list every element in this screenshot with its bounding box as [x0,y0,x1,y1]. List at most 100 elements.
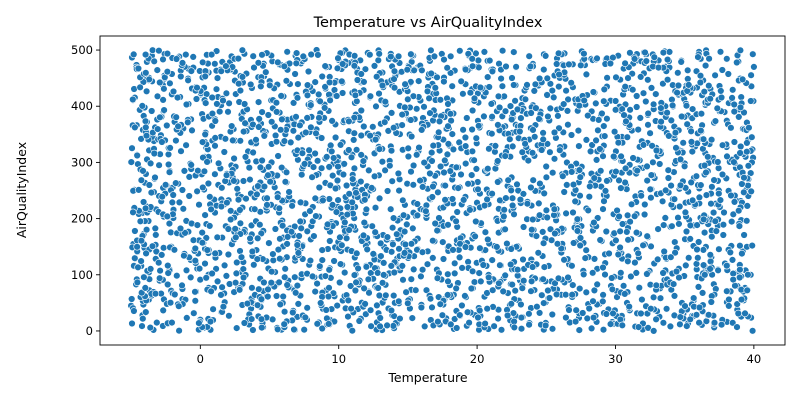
data-point [376,314,384,322]
data-point [517,114,525,122]
data-point [507,186,515,195]
data-point [255,123,263,131]
data-point [315,183,323,192]
data-point [670,195,679,203]
data-point [296,198,305,207]
data-point [736,103,745,112]
data-point [136,83,144,92]
data-point [202,99,210,107]
data-point [318,246,326,254]
data-point [130,307,138,315]
data-point [617,184,625,192]
data-point [617,269,625,277]
y-axis-ticks: 0 100 200 300 400 500 [71,43,100,338]
data-point [701,61,710,70]
data-point [322,306,330,314]
data-point [530,87,538,95]
data-point [220,148,229,156]
data-point [360,284,368,293]
data-point [669,280,678,288]
data-point [745,123,753,132]
data-point [272,292,281,300]
data-point [497,74,505,83]
data-point [238,73,247,81]
data-point [642,97,650,106]
data-point [203,246,212,254]
data-point [463,308,472,316]
data-point [605,249,613,258]
data-point [569,208,577,217]
data-point [211,142,219,150]
data-point [468,171,476,179]
data-point [565,306,573,314]
data-point [203,158,211,166]
data-point [517,300,525,309]
data-point [298,171,306,179]
data-point [664,174,673,182]
data-point [508,194,517,202]
data-point [541,321,550,330]
data-point [293,241,301,249]
data-point [142,123,150,132]
data-point [175,198,184,207]
data-point [468,267,477,275]
data-point [308,173,316,181]
data-point [159,96,167,104]
data-point [336,278,344,287]
data-point [148,46,157,54]
data-point [494,92,503,101]
data-point [237,253,246,261]
data-point [516,127,524,136]
data-point [723,287,731,295]
data-point [544,112,552,121]
data-point [666,322,675,331]
data-point [498,82,507,90]
data-point [380,259,388,267]
data-point [628,85,637,94]
data-point [211,134,219,142]
data-point [236,219,245,228]
data-point [446,110,455,118]
data-point [648,142,656,150]
data-point [543,213,551,222]
data-point [389,214,398,222]
data-point [717,87,725,95]
data-point [250,261,258,269]
data-point [444,291,452,299]
data-point [313,320,321,328]
data-point [731,282,739,290]
data-point [311,287,319,296]
data-point [255,285,263,293]
data-point [729,210,737,219]
data-point [544,286,552,295]
data-point [360,78,368,86]
data-point [436,300,444,308]
data-point [747,71,755,79]
data-point [313,157,322,165]
data-point [387,248,396,256]
data-point [610,128,619,136]
data-point [182,50,190,59]
data-point [377,252,385,260]
data-point [177,147,185,155]
data-point [349,175,357,183]
data-point [584,111,592,120]
data-point [474,313,482,322]
data-point [639,89,648,97]
data-point [700,228,709,237]
data-point [357,70,365,78]
data-point [339,170,348,179]
data-point [576,173,584,181]
data-point [175,302,183,310]
data-point [241,153,250,161]
data-point [735,273,744,282]
data-point [719,221,728,229]
data-point [315,90,323,99]
data-point [647,242,655,251]
data-point [245,164,254,172]
data-point [448,82,456,90]
data-point [580,49,588,58]
data-point [208,93,216,102]
data-point [184,118,192,127]
data-point [283,281,291,289]
